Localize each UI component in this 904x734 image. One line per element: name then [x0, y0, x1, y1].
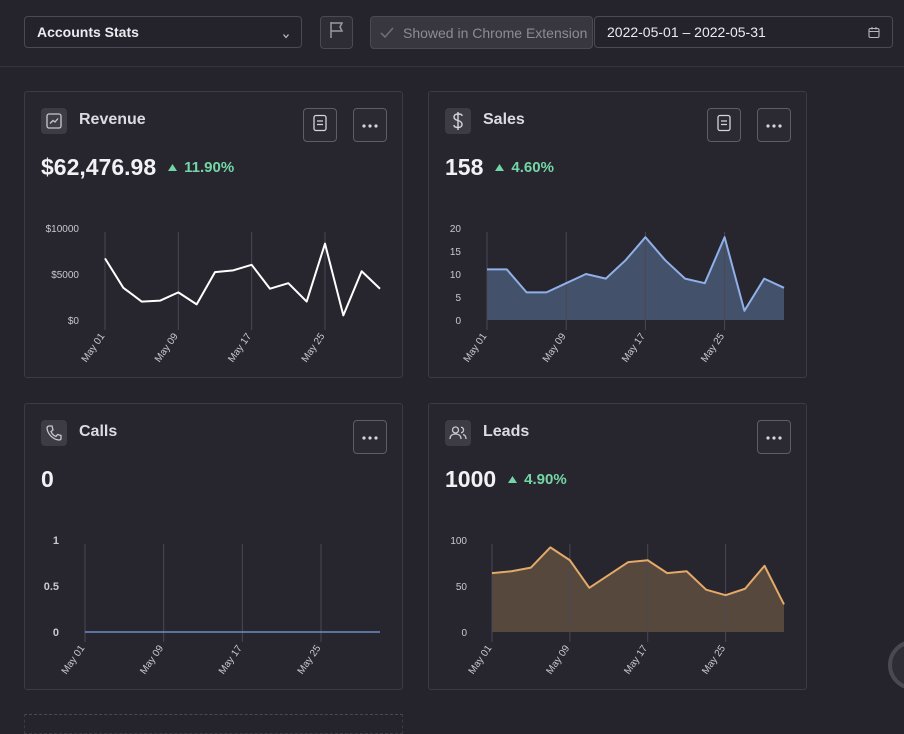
calendar-icon — [868, 26, 880, 42]
y-tick-label: $0 — [68, 316, 80, 327]
x-tick-label: May 01 — [60, 643, 88, 677]
revenue-metric: $62,476.98 11.90% — [41, 154, 234, 181]
revenue-delta-value: 11.90% — [184, 159, 235, 176]
arrow-up-icon — [508, 476, 518, 483]
revenue-value: $62,476.98 — [41, 154, 157, 180]
calls-metric: 0 — [41, 466, 54, 493]
x-tick-label: May 25 — [700, 643, 728, 677]
x-tick-label: May 01 — [462, 331, 490, 365]
y-tick-label: 10 — [450, 270, 462, 281]
revenue-delta: 11.90% — [168, 159, 234, 176]
x-tick-label: May 25 — [296, 643, 324, 677]
sales-metric: 158 4.60% — [445, 154, 554, 181]
y-tick-label: 20 — [450, 224, 462, 235]
report-select-value: Accounts Stats — [37, 24, 139, 40]
calls-more-button[interactable] — [353, 420, 387, 454]
x-tick-label: May 09 — [545, 643, 573, 677]
document-icon — [716, 114, 732, 137]
y-tick-label: 0 — [455, 316, 461, 327]
x-tick-label: May 25 — [300, 331, 328, 365]
y-tick-label: 15 — [450, 247, 462, 258]
x-tick-label: May 01 — [467, 643, 495, 677]
x-tick-label: May 17 — [620, 331, 648, 365]
y-tick-label: 100 — [450, 536, 467, 547]
document-icon — [312, 114, 328, 137]
more-horizontal-icon — [765, 428, 783, 446]
y-tick-label: 5 — [455, 293, 461, 304]
arrow-up-icon — [168, 164, 178, 171]
series-area — [492, 547, 784, 632]
leads-title: Leads — [483, 423, 530, 440]
phone-icon — [41, 420, 67, 446]
chrome-extension-label: Showed in Chrome Extension — [403, 24, 588, 41]
sales-report-button[interactable] — [707, 108, 741, 142]
x-tick-label: May 09 — [138, 643, 166, 677]
chat-launcher-button[interactable] — [888, 640, 904, 690]
y-tick-label: $10000 — [46, 224, 80, 235]
leads-more-button[interactable] — [757, 420, 791, 454]
users-icon — [445, 420, 471, 446]
next-card-partial — [24, 714, 403, 734]
chrome-extension-toggle[interactable]: Showed in Chrome Extension — [370, 16, 593, 49]
y-tick-label: 50 — [456, 582, 468, 593]
x-tick-label: May 09 — [153, 331, 181, 365]
sales-card: Sales 158 4.60% 20 15 10 5 0 May 01 May 09 May … — [428, 91, 807, 378]
trend-chart-icon — [41, 108, 67, 134]
revenue-more-button[interactable] — [353, 108, 387, 142]
sales-more-button[interactable] — [757, 108, 791, 142]
check-icon — [379, 26, 395, 40]
sales-value: 158 — [445, 154, 484, 180]
calls-title: Calls — [79, 423, 118, 440]
series-area — [487, 237, 784, 320]
more-horizontal-icon — [765, 116, 783, 134]
arrow-up-icon — [495, 164, 505, 171]
y-tick-label: $5000 — [51, 270, 79, 281]
dollar-icon — [445, 108, 471, 134]
series-line — [104, 242, 381, 317]
sales-title: Sales — [483, 111, 525, 128]
calls-value: 0 — [41, 466, 54, 492]
x-tick-label: May 17 — [226, 331, 254, 365]
more-horizontal-icon — [361, 116, 379, 134]
y-tick-label: 0.5 — [44, 581, 59, 593]
sales-delta: 4.60% — [495, 159, 554, 176]
x-tick-label: May 01 — [80, 331, 108, 365]
more-horizontal-icon — [361, 428, 379, 446]
series-line — [491, 546, 785, 605]
y-tick-label: 0 — [461, 628, 467, 639]
y-tick-label: 0 — [53, 627, 59, 639]
x-tick-label: May 17 — [622, 643, 650, 677]
x-tick-label: May 09 — [541, 331, 569, 365]
series-line — [487, 236, 785, 312]
sales-delta-value: 4.60% — [511, 159, 554, 176]
leads-delta-value: 4.90% — [524, 471, 567, 488]
x-tick-label: May 17 — [217, 643, 245, 677]
leads-card: Leads 1000 4.90% 100 50 0 May 01 May 09 May 1… — [428, 403, 807, 690]
revenue-card: Revenue $62,476.98 11.90% $10000 $5000 $0 M… — [24, 91, 403, 378]
chevron-down-icon — [281, 28, 291, 44]
calls-card: Calls 0 1 0.5 0 May 01 May 09 May 17 May 25 — [24, 403, 403, 690]
flag-icon — [328, 20, 346, 45]
toolbar: Accounts Stats Showed in Chrome Extensio… — [0, 0, 904, 67]
date-range-value: 2022-05-01 – 2022-05-31 — [607, 24, 766, 40]
report-select[interactable]: Accounts Stats — [24, 16, 302, 48]
leads-delta: 4.90% — [508, 471, 567, 488]
y-tick-label: 1 — [53, 535, 59, 547]
leads-metric: 1000 4.90% — [445, 466, 567, 493]
date-range-picker[interactable]: 2022-05-01 – 2022-05-31 — [594, 16, 893, 48]
x-tick-label: May 25 — [699, 331, 727, 365]
flag-button[interactable] — [320, 16, 353, 49]
revenue-report-button[interactable] — [303, 108, 337, 142]
leads-value: 1000 — [445, 466, 497, 492]
revenue-title: Revenue — [79, 111, 146, 128]
